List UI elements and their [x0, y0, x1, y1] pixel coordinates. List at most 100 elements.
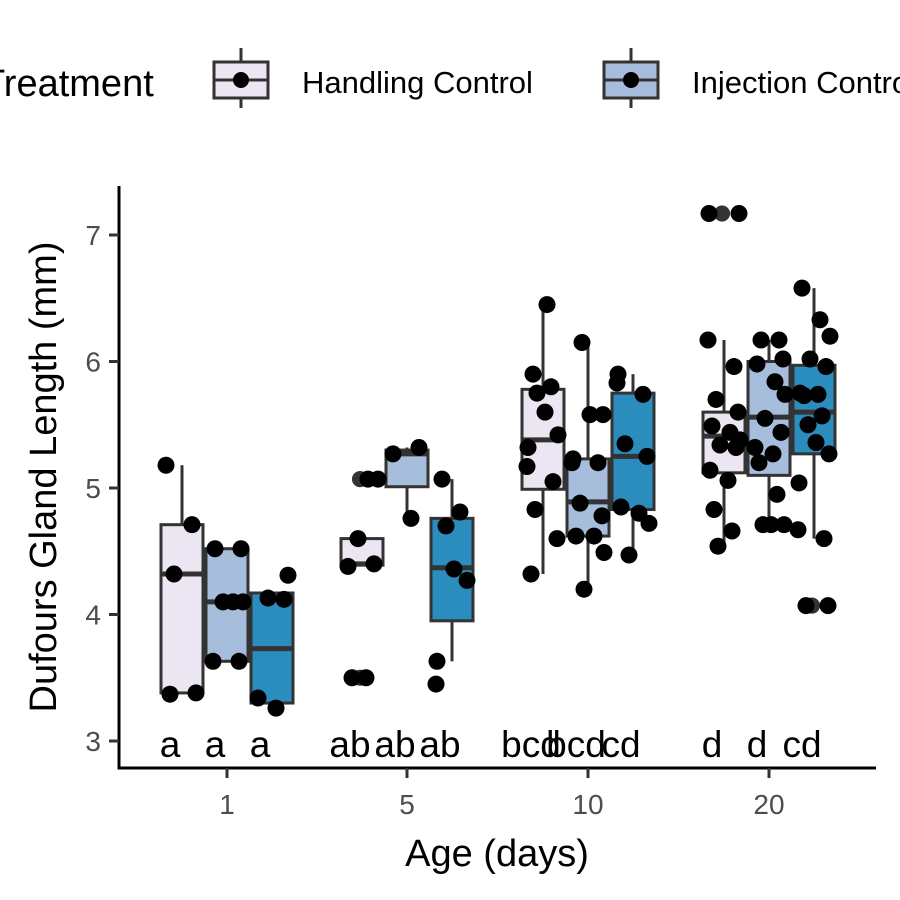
data-point [709, 537, 727, 555]
data-point [770, 331, 788, 349]
data-point [571, 494, 589, 512]
data-point [548, 530, 566, 548]
data-point [343, 669, 361, 687]
data-point [797, 597, 815, 615]
data-point [790, 474, 808, 492]
group-letter: d [747, 724, 768, 765]
data-point [232, 540, 250, 558]
data-point [369, 470, 387, 488]
data-point [585, 527, 603, 545]
data-point [542, 378, 560, 396]
box [249, 591, 295, 705]
data-point [165, 565, 183, 583]
data-point [157, 456, 175, 474]
data-point [445, 560, 463, 578]
data-point [701, 461, 719, 479]
group-letter: cd [782, 724, 821, 765]
data-point [612, 498, 630, 516]
data-point [518, 457, 536, 475]
data-point [775, 516, 793, 534]
data-point [410, 439, 428, 457]
data-point [793, 279, 811, 297]
group-letter: ab [329, 724, 370, 765]
data-point [267, 699, 285, 717]
data-point [707, 390, 725, 408]
data-point [640, 514, 658, 532]
data-point [762, 516, 780, 534]
data-point [820, 445, 838, 463]
data-point [699, 331, 717, 349]
data-point [230, 652, 248, 670]
group-letter: ab [419, 724, 460, 765]
x-ticks: 1 5 10 20 [219, 768, 785, 820]
data-point [522, 565, 540, 583]
data-point [730, 204, 748, 222]
data-point [723, 522, 741, 540]
data-point [620, 546, 638, 564]
data-point [524, 365, 542, 383]
group-letter: a [205, 724, 226, 765]
y-tick-label: 7 [85, 220, 101, 251]
data-point [595, 544, 613, 562]
data-point [259, 589, 277, 607]
data-point [567, 527, 585, 545]
data-point [183, 516, 201, 534]
data-point [795, 387, 813, 405]
group-letter: ab [374, 724, 415, 765]
data-point [451, 503, 469, 521]
axes: 3 4 5 6 7 1 5 10 20 Age (days) Dufours Gland Le… [23, 186, 876, 875]
legend-key-point [623, 72, 639, 88]
data-point [608, 374, 626, 392]
data-point [536, 403, 554, 421]
data-point [234, 593, 252, 611]
data-point [705, 501, 723, 519]
data-point [700, 204, 718, 222]
data-point [581, 406, 599, 424]
data-point [752, 331, 770, 349]
data-point [817, 358, 835, 376]
box [159, 465, 205, 695]
data-point [703, 417, 721, 435]
data-point [766, 373, 784, 391]
data-point [528, 384, 546, 402]
data-point [526, 501, 544, 519]
group-letter: bcd [501, 724, 561, 765]
data-point [275, 590, 293, 608]
y-tick-label: 6 [85, 347, 101, 378]
y-tick-label: 5 [85, 473, 101, 504]
data-point [811, 311, 829, 329]
data-point [437, 517, 455, 535]
data-point [573, 334, 591, 352]
data-point [809, 385, 827, 403]
data-point [279, 566, 297, 584]
data-point [544, 473, 562, 491]
data-point [807, 433, 825, 451]
x-tick-label: 20 [753, 789, 784, 820]
data-point [801, 350, 819, 368]
group-letter: bcd [546, 724, 606, 765]
data-point [750, 454, 768, 472]
group-letter: cd [601, 724, 640, 765]
legend-label: Handling Control [302, 65, 533, 100]
data-points [157, 204, 839, 717]
x-axis-title: Age (days) [405, 833, 589, 875]
data-point [357, 669, 375, 687]
data-point [575, 580, 593, 598]
data-point [458, 571, 476, 589]
data-point [815, 530, 833, 548]
data-point [249, 689, 267, 707]
data-point [402, 509, 420, 527]
data-point [433, 470, 451, 488]
data-point [349, 530, 367, 548]
y-ticks: 3 4 5 6 7 [85, 220, 119, 757]
x-tick-label: 1 [219, 789, 235, 820]
data-point [774, 350, 792, 368]
legend: Treatment Handling Control Injection Cont… [0, 48, 900, 108]
data-point [719, 471, 737, 489]
data-point [214, 593, 232, 611]
data-point [161, 685, 179, 703]
data-point [428, 652, 446, 670]
outlier [714, 205, 730, 222]
legend-item: Injection Control [602, 48, 900, 108]
